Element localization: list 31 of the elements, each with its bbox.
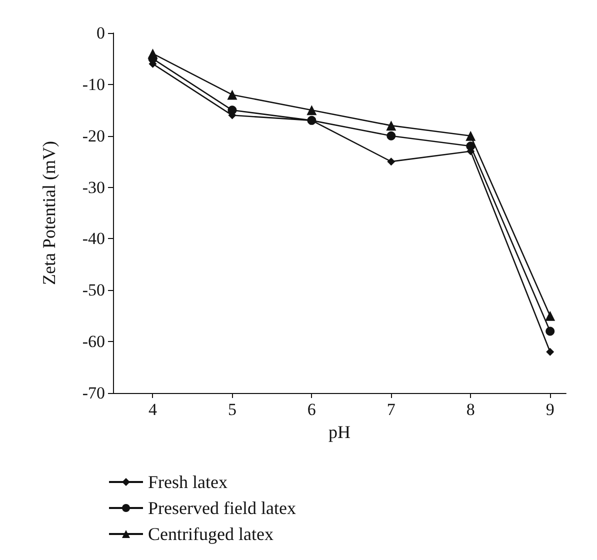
x-tick-label: 4 [148,400,158,419]
point [387,158,396,166]
y-tick-label: -70 [82,384,105,402]
legend-label: Preserved field latex [148,498,296,518]
point [386,120,396,131]
x-tick-label: 5 [228,400,236,419]
point [148,48,158,59]
point [546,348,554,356]
point [228,106,237,115]
point [386,131,396,140]
point [546,326,555,336]
x-tick-label: 6 [307,400,316,419]
point [227,90,238,100]
y-tick-label: -40 [82,229,105,248]
y-tick-label: -30 [82,178,105,197]
x-axis-title: pH [328,422,350,442]
point [466,142,476,151]
x-tick-label: 8 [466,400,475,419]
legend-label: Fresh latex [148,472,228,492]
legend-label: Centrifuged latex [148,524,274,544]
point [306,105,317,116]
y-axis-title: Zeta Potential (mV) [39,141,59,285]
x-tick-label: 9 [546,400,554,419]
point [545,310,556,321]
y-tick-label: -50 [82,280,105,300]
y-tick-label: 0 [96,24,105,42]
point [466,130,476,141]
y-tick-label: -20 [82,126,105,146]
y-tick-label: -60 [82,332,105,352]
x-tick-label: 7 [386,400,396,419]
y-tick-label: -10 [82,74,105,94]
